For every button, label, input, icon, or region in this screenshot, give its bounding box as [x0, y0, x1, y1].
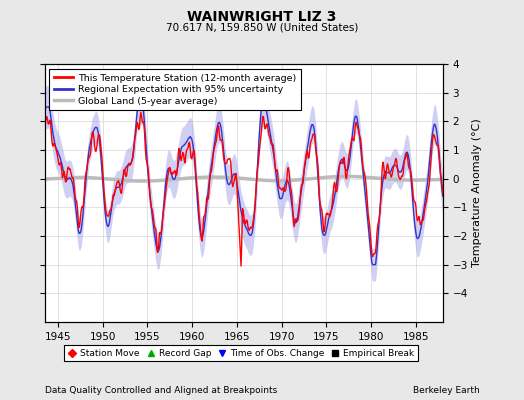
Text: Data Quality Controlled and Aligned at Breakpoints: Data Quality Controlled and Aligned at B…	[45, 386, 277, 395]
Legend: Station Move, Record Gap, Time of Obs. Change, Empirical Break: Station Move, Record Gap, Time of Obs. C…	[64, 345, 418, 362]
Text: WAINWRIGHT LIZ 3: WAINWRIGHT LIZ 3	[187, 10, 337, 24]
Y-axis label: Temperature Anomaly (°C): Temperature Anomaly (°C)	[472, 119, 482, 267]
Legend: This Temperature Station (12-month average), Regional Expectation with 95% uncer: This Temperature Station (12-month avera…	[49, 69, 301, 110]
Text: 70.617 N, 159.850 W (United States): 70.617 N, 159.850 W (United States)	[166, 22, 358, 32]
Text: Berkeley Earth: Berkeley Earth	[413, 386, 479, 395]
